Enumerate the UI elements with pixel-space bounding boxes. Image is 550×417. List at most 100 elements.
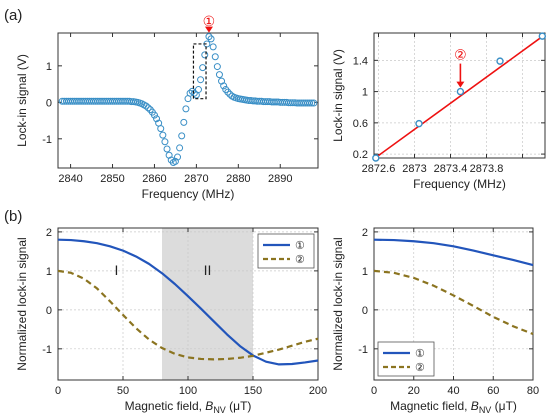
data-point xyxy=(207,35,215,43)
data-point xyxy=(220,82,228,90)
x-axis-label: Frequency (MHz) xyxy=(142,187,235,201)
data-point xyxy=(190,89,198,97)
y-tick-label: 0 xyxy=(362,305,368,317)
y-axis-label: Lock-in signal (V) xyxy=(331,49,345,142)
data-point xyxy=(456,87,465,96)
y-tick-label: -1 xyxy=(42,134,52,146)
x-tick-label: 2890 xyxy=(268,173,292,185)
data-point xyxy=(188,87,196,95)
y-tick-label: 1 xyxy=(46,61,52,73)
y-tick-label: 1 xyxy=(362,266,368,278)
y-tick-label: 0.6 xyxy=(353,118,368,130)
x-tick-label: 2850 xyxy=(100,173,124,185)
x-tick-label: 60 xyxy=(487,385,499,397)
x-axis-label: Magnetic field, BNV (μT) xyxy=(125,399,252,415)
x-tick-label: 2872.6 xyxy=(362,163,396,175)
legend: ①② xyxy=(377,341,435,377)
x-axis-label-unit: (μT) xyxy=(226,399,252,413)
x-axis-label-var: B xyxy=(471,399,479,413)
legend-box xyxy=(257,233,315,269)
data-point xyxy=(213,63,221,71)
x-tick-label: 2873 xyxy=(402,163,426,175)
data-point xyxy=(176,144,184,152)
annotation-label: ② xyxy=(454,47,467,63)
x-tick-label: 0 xyxy=(371,385,377,397)
fit-line xyxy=(373,33,546,160)
annotation-arrow-head xyxy=(204,26,213,33)
x-tick-label: 40 xyxy=(447,385,459,397)
data-point xyxy=(211,53,219,61)
legend-label: ② xyxy=(295,254,305,266)
data-point xyxy=(224,88,232,96)
x-tick-label: 100 xyxy=(179,385,197,397)
x-tick-label: 2840 xyxy=(58,173,82,185)
data-point xyxy=(199,64,207,72)
y-tick-label: -1 xyxy=(42,344,52,356)
x-tick-label: 2873.8 xyxy=(470,163,504,175)
series-line-1 xyxy=(57,238,319,366)
y-tick-label: -1 xyxy=(358,344,368,356)
x-tick-label: 2870 xyxy=(184,173,208,185)
series-line-1 xyxy=(373,238,534,267)
x-axis-label-sub: NV xyxy=(213,405,226,415)
x-axis-label-unit: (μT) xyxy=(491,399,517,413)
region-label: I xyxy=(115,262,119,278)
x-tick-label: 150 xyxy=(244,385,262,397)
x-axis-label: Magnetic field, BNV (μT) xyxy=(390,399,517,415)
data-point xyxy=(215,71,223,79)
legend: ①② xyxy=(257,233,315,269)
y-tick-label: 0 xyxy=(46,305,52,317)
data-point xyxy=(372,154,380,162)
data-point xyxy=(163,145,171,153)
x-tick-label: 2880 xyxy=(226,173,250,185)
x-tick-label: 80 xyxy=(527,385,539,397)
chart-b-right: 0 20 40 60 80 -1 0 1 2 Magnetic field, BNV (μT) No… xyxy=(331,227,539,415)
data-point xyxy=(538,32,546,40)
x-tick-label: 2873.4 xyxy=(434,163,468,175)
data-point xyxy=(180,118,188,126)
data-point xyxy=(171,157,179,165)
data-point xyxy=(142,102,150,110)
annotation-arrow-head xyxy=(456,81,465,88)
series-line-2 xyxy=(373,269,534,336)
chart-b-left: 0 50 100 150 200 -1 0 1 2 Magnetic field, BNV (μT… xyxy=(15,227,327,415)
y-axis-label: Lock-in signal (V) xyxy=(15,54,29,147)
annotation-label: ① xyxy=(203,13,216,29)
data-point xyxy=(415,119,423,128)
data-point xyxy=(153,115,161,123)
x-axis-label-text: Magnetic field, xyxy=(390,399,471,413)
data-point xyxy=(161,138,169,146)
y-tick-label: 1.4 xyxy=(353,55,368,67)
data-point xyxy=(201,51,209,59)
data-point xyxy=(150,111,158,119)
legend-label: ① xyxy=(295,240,305,252)
data-point xyxy=(209,43,217,51)
data-point xyxy=(205,33,213,41)
legend-label: ② xyxy=(415,362,425,374)
shaded-region xyxy=(162,228,253,380)
y-axis-label: Normalized lock-in signal xyxy=(15,237,29,370)
y-tick-label: 1 xyxy=(46,266,52,278)
y-tick-label: 2 xyxy=(46,227,52,239)
data-point xyxy=(178,132,186,140)
y-tick-label: 0.2 xyxy=(353,149,368,161)
region-label: II xyxy=(204,262,212,278)
data-point xyxy=(308,99,316,107)
x-tick-label: 2860 xyxy=(142,173,166,185)
data-point xyxy=(306,99,314,107)
data-point xyxy=(197,76,205,84)
x-tick-label: 50 xyxy=(117,385,129,397)
data-point xyxy=(310,99,318,107)
legend-label: ① xyxy=(415,348,425,360)
chart-a-right: 2872.6 2873 2873.4 2873.8 0.2 0.6 1 1.4 Frequenc… xyxy=(331,32,546,191)
legend-box xyxy=(377,341,435,377)
data-point xyxy=(182,105,190,113)
y-tick-label: 0 xyxy=(46,97,52,109)
x-tick-label: 20 xyxy=(408,385,420,397)
x-axis-label-sub: NV xyxy=(479,405,492,415)
x-tick-label: 0 xyxy=(55,385,61,397)
x-axis-label: Frequency (MHz) xyxy=(413,177,506,191)
panel-label-a: (a) xyxy=(4,7,22,24)
data-point xyxy=(496,57,504,65)
